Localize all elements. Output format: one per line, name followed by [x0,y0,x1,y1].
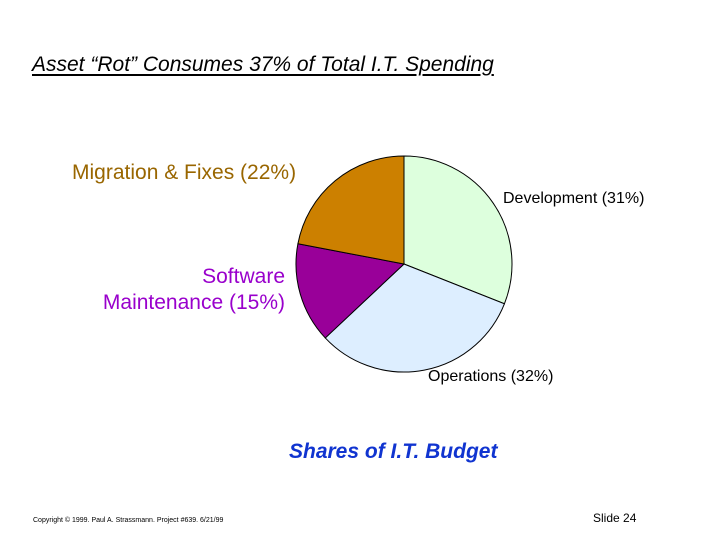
slice-label-migration-fixes: Migration & Fixes (22%) [72,161,297,184]
pie-slice-software-maintenance [295,243,406,339]
pie-slice-development [403,155,513,305]
slice-label-operations: Operations (32%) [428,368,554,385]
slice-label-software-maintenance: Software Maintenance (15%) [70,264,285,316]
slide-number: Slide 24 [593,511,637,525]
pie-slice-migration-fixes [297,155,405,265]
chart-caption: Shares of I.T. Budget [289,440,498,463]
slide-title: Asset “Rot” Consumes 37% of Total I.T. S… [32,53,494,76]
slice-label-development: Development (31%) [503,190,645,207]
slice-label-software-maintenance-line1: Software [202,265,285,288]
pie-slice-operations [324,263,506,373]
slice-label-software-maintenance-line2: Maintenance (15%) [102,291,285,314]
copyright-notice: Copyright © 1999. Paul A. Strassmann. Pr… [33,517,224,524]
